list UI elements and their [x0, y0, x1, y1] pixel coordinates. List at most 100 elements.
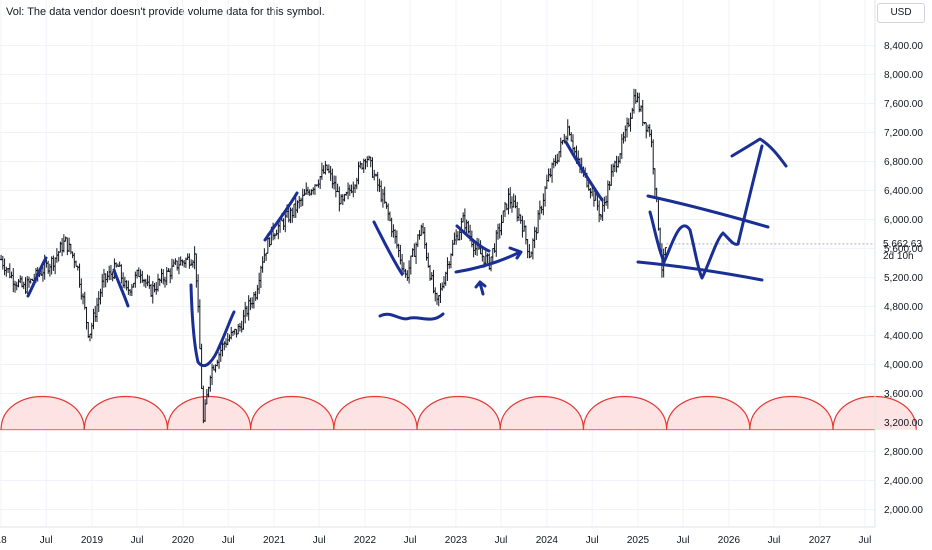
chart-grid — [0, 0, 875, 527]
ohlc-bar — [599, 213, 603, 220]
price-scale[interactable]: 8,400.00 8,000.00 7,600.00 7,200.00 6,800.00… — [874, 0, 923, 527]
price-tick-label: 2,800.00 — [884, 447, 923, 458]
ohlc-bar — [423, 227, 427, 249]
ohlc-bar — [566, 119, 570, 141]
time-tick-label: 2027 — [809, 535, 832, 546]
ohlc-bar — [187, 253, 191, 269]
ohlc-bar — [627, 118, 631, 128]
cycle-fill — [250, 396, 334, 430]
ohlc-bar — [433, 287, 437, 302]
ohlc-bar — [97, 291, 101, 313]
ohlc-bar — [431, 269, 436, 294]
ohlc-bar — [510, 196, 514, 213]
price-tick-label: 8,400.00 — [884, 41, 923, 52]
trend-stroke-2022[interactable] — [372, 220, 404, 276]
projection-arrow-head[interactable] — [730, 137, 788, 168]
ohlc-bar — [189, 259, 193, 266]
ohlc-bar — [623, 125, 627, 142]
up-arrow-2023[interactable] — [454, 250, 522, 274]
ohlc-bar — [320, 162, 324, 180]
ohlc-bar — [72, 252, 76, 269]
cycle-arc — [0, 395, 85, 430]
cycle-fill — [500, 396, 584, 430]
currency-button[interactable]: USD — [877, 3, 925, 23]
trend-stroke-2018[interactable] — [26, 256, 48, 298]
ohlc-bar — [301, 188, 305, 207]
brush-drawings[interactable] — [26, 137, 788, 368]
ohlc-bar — [630, 107, 634, 119]
ohlc-bar — [484, 250, 488, 265]
ohlc-bar — [262, 248, 266, 263]
drop-stroke-2025[interactable] — [648, 210, 666, 264]
cup-curve-2022[interactable] — [378, 312, 445, 321]
ohlc-bar — [416, 234, 420, 248]
time-tick-label: 2023 — [445, 535, 468, 546]
time-tick-label: 2024 — [536, 535, 559, 546]
wedge-top[interactable] — [646, 194, 770, 229]
ohlc-bar — [339, 194, 343, 205]
trend-stroke-2019[interactable] — [112, 268, 130, 308]
ohlc-bar — [267, 237, 272, 247]
ohlc-bar — [358, 161, 362, 169]
ohlc-bar — [81, 293, 85, 305]
time-tick-label: Jul — [313, 535, 326, 546]
ohlc-bar — [62, 234, 66, 253]
time-tick-label: 2022 — [354, 535, 377, 546]
ohlc-bar — [548, 168, 552, 178]
ohlc-bar — [16, 279, 21, 288]
price-tick-label: 8,000.00 — [884, 70, 923, 81]
cycle-arcs — [0, 395, 917, 431]
ohlc-bar — [608, 181, 612, 191]
ohlc-bar — [621, 131, 626, 144]
ohlc-bar — [159, 268, 164, 283]
price-tick-label: 7,200.00 — [884, 128, 923, 139]
ohlc-bar — [656, 197, 661, 231]
up-arrow-2023-head[interactable] — [508, 246, 523, 260]
ohlc-bar — [398, 244, 402, 265]
ohlc-bar — [655, 187, 659, 203]
ohlc-bar — [550, 162, 554, 183]
time-tick-label: Jul — [222, 535, 235, 546]
cycle-fill — [333, 396, 418, 430]
ohlc-bar — [53, 257, 57, 275]
time-scale[interactable]: 18 Jul 2019 Jul 2020 Jul 2021 Jul 2022 Jul 2023 Jul… — [0, 526, 875, 546]
ohlc-bar — [194, 253, 198, 288]
ohlc-bar — [177, 257, 181, 275]
wave-projection[interactable] — [662, 144, 764, 280]
ohlc-bar — [1, 255, 5, 270]
ohlc-bar — [8, 263, 12, 279]
ohlc-bar — [609, 164, 613, 186]
ohlc-bar — [294, 197, 298, 218]
ohlc-bar — [76, 265, 80, 271]
price-tick-label: 4,800.00 — [884, 302, 923, 313]
ohlc-bar — [355, 177, 359, 190]
time-tick-label: 2026 — [718, 535, 741, 546]
ohlc-bar — [46, 260, 50, 274]
ohlc-bar — [165, 267, 169, 286]
ohlc-bar — [105, 271, 110, 283]
small-arrow-2023[interactable] — [474, 280, 487, 296]
ohlc-bar — [259, 265, 263, 289]
ohlc-bar — [255, 284, 259, 300]
trend-stroke-2021[interactable] — [263, 191, 299, 242]
ohlc-bar — [534, 227, 538, 240]
ohlc-bar — [57, 251, 61, 262]
ohlc-bar — [557, 151, 561, 163]
ohlc-bar — [383, 186, 387, 204]
ohlc-bar — [175, 260, 179, 271]
ohlc-bar — [292, 203, 296, 219]
ohlc-bar — [137, 267, 141, 278]
time-tick-label: Jul — [495, 535, 508, 546]
ohlc-bar — [154, 282, 158, 295]
trend-stroke-2024[interactable] — [564, 140, 604, 202]
ohlc-bar — [123, 276, 127, 289]
covid-drop-stroke[interactable] — [189, 283, 236, 368]
trend-stroke-2023[interactable] — [455, 224, 491, 253]
ohlc-bar — [95, 297, 99, 323]
ohlc-bar — [444, 271, 448, 286]
ohlc-bar — [527, 244, 531, 259]
ohlc-bar — [567, 125, 572, 136]
cycle-fill — [167, 396, 251, 430]
ohlc-bar — [210, 363, 214, 386]
